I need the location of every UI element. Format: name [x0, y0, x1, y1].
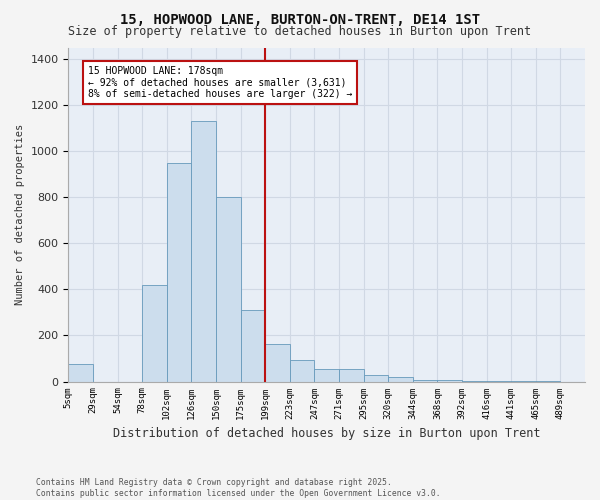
Text: 15 HOPWOOD LANE: 178sqm
← 92% of detached houses are smaller (3,631)
8% of semi-: 15 HOPWOOD LANE: 178sqm ← 92% of detache… — [88, 66, 352, 99]
Bar — [167, 162, 191, 382]
Bar — [314, 369, 339, 382]
Bar — [191, 121, 216, 382]
Text: Contains HM Land Registry data © Crown copyright and database right 2025.
Contai: Contains HM Land Registry data © Crown c… — [36, 478, 440, 498]
Y-axis label: Number of detached properties: Number of detached properties — [15, 124, 25, 305]
Bar — [364, 374, 388, 382]
Bar — [437, 380, 462, 382]
Bar — [462, 381, 487, 382]
Bar — [241, 310, 265, 382]
Bar — [413, 380, 437, 382]
Text: Size of property relative to detached houses in Burton upon Trent: Size of property relative to detached ho… — [68, 25, 532, 38]
Bar — [216, 197, 241, 382]
Bar — [265, 344, 290, 382]
Bar — [142, 285, 167, 382]
Bar — [388, 377, 413, 382]
Bar — [339, 369, 364, 382]
Bar — [290, 360, 314, 382]
Text: 15, HOPWOOD LANE, BURTON-ON-TRENT, DE14 1ST: 15, HOPWOOD LANE, BURTON-ON-TRENT, DE14 … — [120, 12, 480, 26]
Bar — [487, 381, 511, 382]
Bar — [68, 364, 93, 382]
X-axis label: Distribution of detached houses by size in Burton upon Trent: Distribution of detached houses by size … — [113, 427, 541, 440]
